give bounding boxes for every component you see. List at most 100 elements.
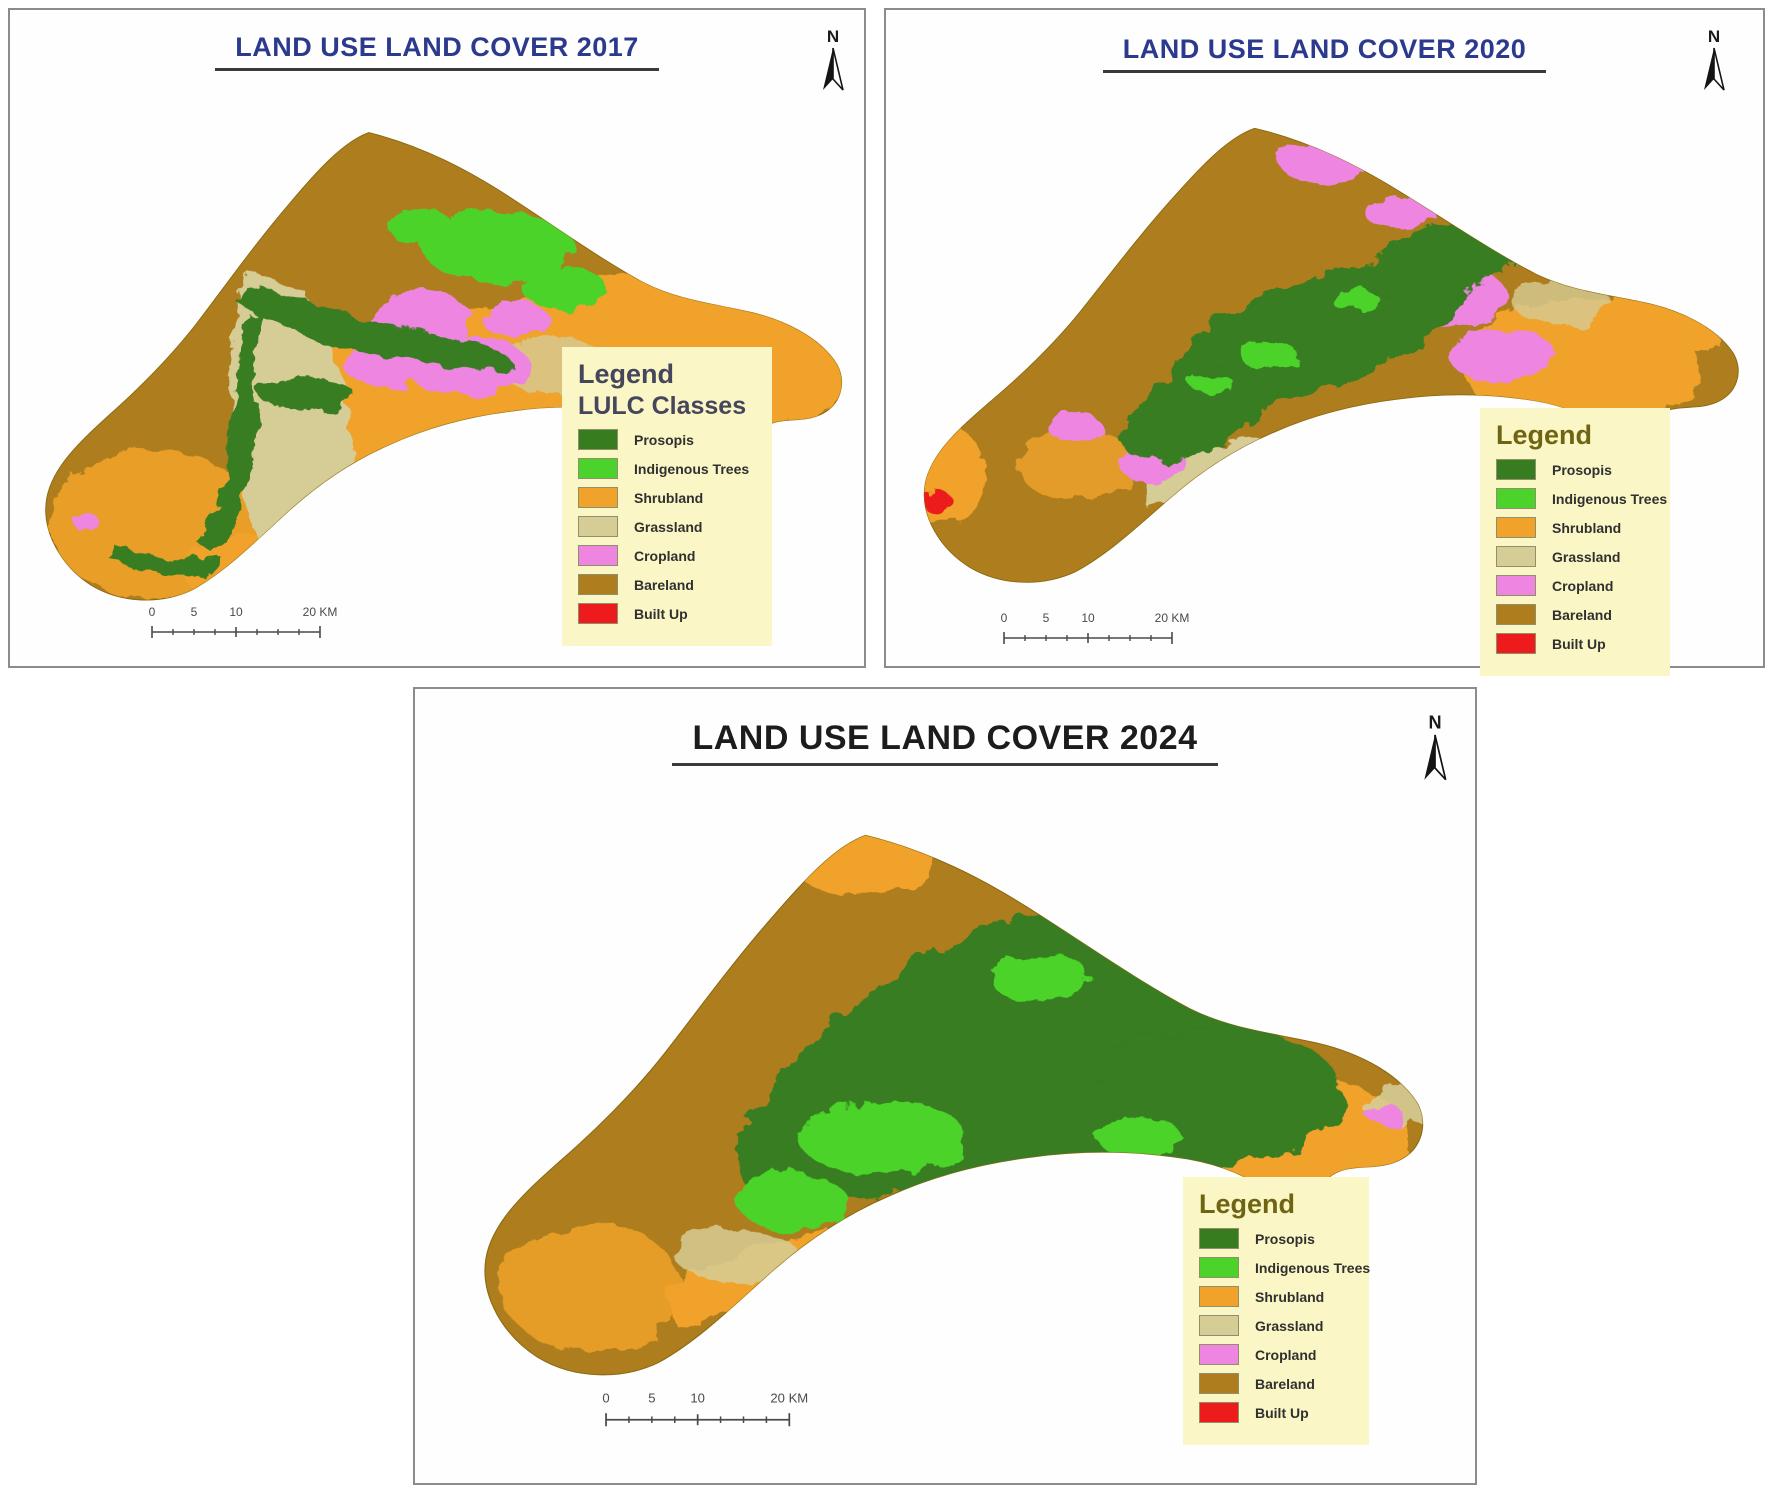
legend-swatch-prosopis bbox=[1199, 1228, 1239, 1250]
legend-label: Built Up bbox=[1255, 1404, 1309, 1421]
legend-swatch-cropland bbox=[578, 545, 618, 567]
legend-swatch-bareland bbox=[1496, 604, 1536, 626]
legend-swatch-built-up bbox=[578, 603, 618, 625]
indigenous-trees-areas bbox=[736, 953, 1183, 1252]
scale-bar-2020: 0 5 10 20 KM bbox=[1001, 611, 1190, 644]
title-wrap-2024: LAND USE LAND COVER 2024 bbox=[415, 717, 1475, 766]
north-arrow-icon: N bbox=[823, 28, 844, 91]
legend-swatch-grassland bbox=[1496, 546, 1536, 568]
legend-item-indigenous-trees: Indigenous Trees bbox=[578, 458, 756, 480]
legend-swatch-grassland bbox=[1199, 1315, 1239, 1337]
scale-label-10: 10 bbox=[1081, 611, 1095, 625]
legend-item-shrubland: Shrubland bbox=[578, 487, 756, 509]
legend-item-bareland: Bareland bbox=[1496, 604, 1654, 626]
title-wrap-2020: LAND USE LAND COVER 2020 bbox=[886, 32, 1763, 73]
legend-item-cropland: Cropland bbox=[1199, 1344, 1353, 1366]
legend-2017: Legend LULC Classes Prosopis Indigenous … bbox=[562, 347, 772, 647]
north-label: N bbox=[1428, 713, 1441, 733]
map-title-2017: LAND USE LAND COVER 2017 bbox=[215, 30, 659, 71]
legend-label: Cropland bbox=[634, 547, 696, 564]
legend-label: Indigenous Trees bbox=[634, 460, 750, 477]
north-label: N bbox=[1708, 28, 1720, 46]
legend-item-built-up: Built Up bbox=[1199, 1402, 1353, 1424]
legend-label: Prosopis bbox=[634, 431, 694, 448]
legend-label: Shrubland bbox=[634, 489, 704, 506]
built-up-areas bbox=[924, 490, 953, 513]
legend-swatch-shrubland bbox=[578, 487, 618, 509]
legend-item-shrubland: Shrubland bbox=[1199, 1286, 1353, 1308]
legend-swatch-bareland bbox=[578, 574, 618, 596]
scale-bar-2024: 0 5 10 20 KM bbox=[602, 1390, 808, 1427]
title-wrap-2017: LAND USE LAND COVER 2017 bbox=[10, 30, 864, 71]
panel-lulc-2017: LAND USE LAND COVER 2017 N bbox=[8, 8, 866, 668]
scale-label-20km: 20 KM bbox=[1155, 611, 1190, 625]
legend-item-built-up: Built Up bbox=[578, 603, 756, 625]
north-arrow-icon: N bbox=[1424, 713, 1447, 781]
scale-label-0: 0 bbox=[602, 1390, 609, 1405]
map-2024 bbox=[484, 834, 1424, 1376]
scale-label-5: 5 bbox=[1043, 611, 1050, 625]
legend-swatch-built-up bbox=[1496, 633, 1536, 655]
legend-swatch-prosopis bbox=[1496, 459, 1536, 481]
legend-swatch-built-up bbox=[1199, 1402, 1239, 1424]
legend-item-indigenous-trees: Indigenous Trees bbox=[1199, 1257, 1370, 1279]
map-2020 bbox=[923, 127, 1739, 583]
legend-swatch-cropland bbox=[1199, 1344, 1239, 1366]
panel-lulc-2024: LAND USE LAND COVER 2024 N bbox=[413, 687, 1477, 1485]
legend-swatch-prosopis bbox=[578, 429, 618, 451]
legend-items: Prosopis Indigenous Trees Shrubland Gras… bbox=[1496, 459, 1667, 655]
legend-swatch-indigenous-trees bbox=[578, 458, 618, 480]
legend-item-grassland: Grassland bbox=[1199, 1315, 1353, 1337]
legend-subtitle: LULC Classes bbox=[578, 392, 747, 421]
legend-item-prosopis: Prosopis bbox=[578, 429, 756, 451]
legend-label: Indigenous Trees bbox=[1255, 1259, 1371, 1276]
legend-item-grassland: Grassland bbox=[1496, 546, 1654, 568]
legend-item-cropland: Cropland bbox=[578, 545, 756, 567]
scale-label-10: 10 bbox=[229, 605, 243, 619]
scale-label-5: 5 bbox=[191, 605, 198, 619]
scale-label-5: 5 bbox=[648, 1390, 655, 1405]
map-title-2024: LAND USE LAND COVER 2024 bbox=[672, 717, 1218, 766]
legend-item-prosopis: Prosopis bbox=[1496, 459, 1654, 481]
legend-item-bareland: Bareland bbox=[578, 574, 756, 596]
legend-swatch-grassland bbox=[578, 516, 618, 538]
legend-swatch-shrubland bbox=[1496, 517, 1536, 539]
panel-lulc-2020: LAND USE LAND COVER 2020 N bbox=[884, 8, 1765, 677]
legend-label: Built Up bbox=[634, 605, 688, 622]
legend-label: Cropland bbox=[1552, 577, 1614, 594]
north-label: N bbox=[827, 28, 839, 46]
legend-swatch-shrubland bbox=[1199, 1286, 1239, 1308]
scale-label-20km: 20 KM bbox=[303, 605, 338, 619]
lulc-classes-2020 bbox=[924, 140, 1739, 523]
legend-item-bareland: Bareland bbox=[1199, 1373, 1353, 1395]
legend-item-cropland: Cropland bbox=[1496, 575, 1654, 597]
prosopis-areas bbox=[107, 284, 510, 576]
legend-item-grassland: Grassland bbox=[578, 516, 756, 538]
legend-label: Grassland bbox=[1552, 548, 1621, 565]
legend-title: Legend bbox=[1496, 420, 1593, 450]
legend-swatch-indigenous-trees bbox=[1496, 488, 1536, 510]
legend-label: Shrubland bbox=[1255, 1288, 1325, 1305]
map-title-2020: LAND USE LAND COVER 2020 bbox=[1102, 32, 1547, 73]
legend-label: Grassland bbox=[634, 518, 703, 535]
legend-swatch-indigenous-trees bbox=[1199, 1257, 1239, 1279]
legend-label: Grassland bbox=[1255, 1317, 1324, 1334]
legend-items: Prosopis Indigenous Trees Shrubland Gras… bbox=[1199, 1228, 1370, 1424]
scale-label-10: 10 bbox=[690, 1390, 705, 1405]
scale-label-0: 0 bbox=[149, 605, 156, 619]
legend-item-prosopis: Prosopis bbox=[1199, 1228, 1353, 1250]
legend-label: Built Up bbox=[1552, 635, 1606, 652]
legend-items: Prosopis Indigenous Trees Shrubland Gras… bbox=[578, 429, 756, 625]
legend-2020: Legend Prosopis Indigenous Trees Shrubla… bbox=[1480, 408, 1670, 677]
legend-item-shrubland: Shrubland bbox=[1496, 517, 1654, 539]
legend-swatch-bareland bbox=[1199, 1373, 1239, 1395]
legend-label: Bareland bbox=[1552, 606, 1612, 623]
legend-2024: Legend Prosopis Indigenous Trees Shrubla… bbox=[1183, 1177, 1370, 1446]
legend-label: Shrubland bbox=[1552, 519, 1622, 536]
indigenous-trees-areas bbox=[1189, 290, 1381, 394]
legend-item-indigenous-trees: Indigenous Trees bbox=[1496, 488, 1667, 510]
legend-label: Cropland bbox=[1255, 1346, 1317, 1363]
legend-label: Prosopis bbox=[1552, 461, 1612, 478]
legend-title: Legend bbox=[578, 359, 675, 389]
